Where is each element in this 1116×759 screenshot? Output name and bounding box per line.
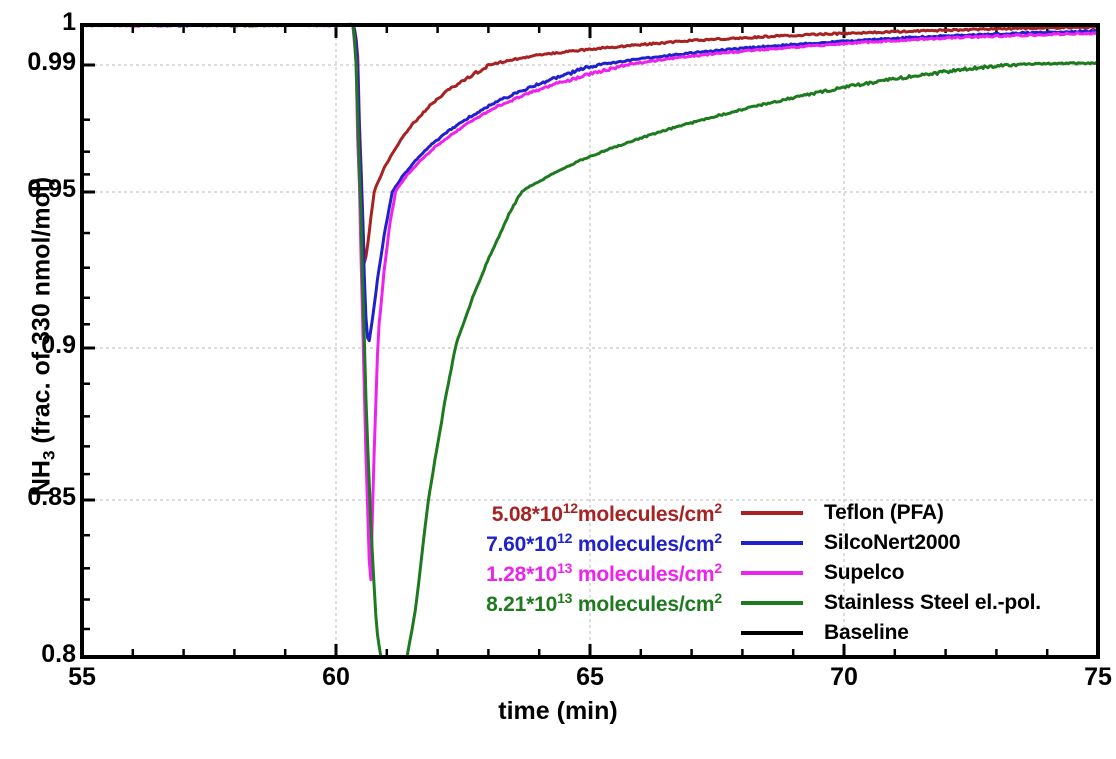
y-axis-title-main: NH (27, 460, 56, 497)
y-tick-label: 0.99 (27, 48, 76, 76)
series-line (82, 23, 1098, 265)
y-tick-label: 1 (62, 8, 76, 36)
gridlines (82, 25, 1098, 657)
x-tick-label: 75 (1084, 663, 1112, 691)
legend-swatch-cell (730, 511, 814, 515)
legend-swatch-cell (730, 601, 814, 605)
x-tick-label: 70 (830, 663, 858, 691)
x-tick-label: 60 (322, 663, 350, 691)
legend-row: 7.60*1012 molecules/cm2 SilcoNert2000 (470, 528, 1041, 558)
legend-color-swatch (741, 631, 803, 635)
legend-color-swatch (741, 571, 803, 575)
legend-row: 5.08*1012molecules/cm2 Teflon (PFA) (470, 498, 1041, 528)
legend-swatch-cell (730, 631, 814, 635)
y-tick-label: 0.95 (27, 175, 76, 203)
legend-color-swatch (741, 541, 803, 545)
legend-color-swatch (741, 601, 803, 605)
y-axis-title: NH3 (frac. of 330 nmol/mol) (27, 127, 59, 547)
y-axis-title-sub: 3 (39, 450, 59, 461)
legend-color-swatch (741, 511, 803, 515)
y-axis-title-rest: (frac. of 330 nmol/mol) (27, 176, 56, 451)
y-tick-label: 0.8 (41, 640, 76, 668)
y-tick-label: 0.85 (27, 483, 76, 511)
x-tick-label: 55 (68, 663, 96, 691)
legend-value: 5.08*1012molecules/cm2 (491, 499, 722, 526)
legend-series-name: Baseline (824, 621, 909, 644)
legend-row: 8.21*1013 molecules/cm2 Stainless Steel e… (470, 588, 1041, 618)
legend-value: 1.28*1013 molecules/cm2 (486, 559, 722, 586)
legend-series-name: SilcoNert2000 (824, 531, 961, 554)
legend-value: 8.21*1013 molecules/cm2 (486, 589, 722, 616)
legend-value: 7.60*1012 molecules/cm2 (486, 529, 722, 556)
legend-row: 1.28*1013 molecules/cm2 Supelco (470, 558, 1041, 588)
x-axis-title: time (min) (498, 697, 618, 725)
legend-series-name: Teflon (PFA) (824, 501, 944, 524)
y-tick-label: 0.9 (41, 331, 76, 359)
legend-row: Baseline (470, 618, 1041, 648)
legend-swatch-cell (730, 571, 814, 575)
legend-series-name: Stainless Steel el.-pol. (824, 591, 1041, 614)
legend-swatch-cell (730, 541, 814, 545)
plot-frame (80, 23, 1100, 659)
legend-series-name: Supelco (824, 561, 905, 584)
x-tick-label: 65 (576, 663, 604, 691)
chart-legend: 5.08*1012molecules/cm2 Teflon (PFA) 7.60*1… (470, 498, 1041, 648)
